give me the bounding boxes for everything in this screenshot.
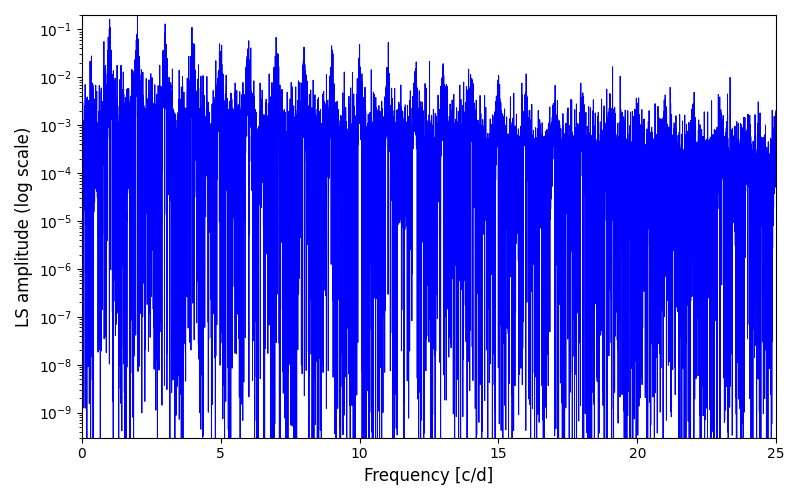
- Y-axis label: LS amplitude (log scale): LS amplitude (log scale): [15, 126, 33, 326]
- X-axis label: Frequency [c/d]: Frequency [c/d]: [364, 467, 494, 485]
